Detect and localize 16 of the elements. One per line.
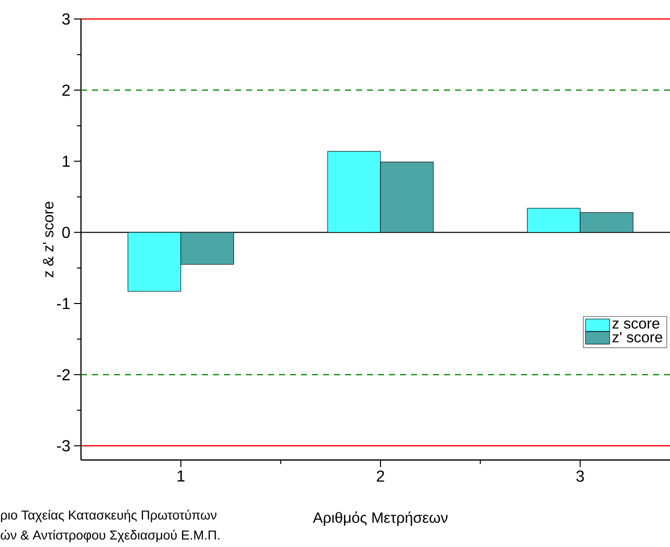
x-tick-label: 2 bbox=[376, 470, 384, 482]
y-tick-label: 3 bbox=[62, 13, 70, 25]
y-tick-label: 2 bbox=[62, 84, 70, 96]
y-tick-label: -2 bbox=[57, 369, 70, 380]
y-tick-label: 1 bbox=[62, 156, 70, 167]
y-axis-title: z & z' score bbox=[42, 202, 54, 278]
y-tick-label: 0 bbox=[62, 226, 70, 238]
x-axis-title: Αριθμός Μετρήσεων bbox=[312, 512, 448, 526]
x-tick-label: 3 bbox=[576, 470, 584, 482]
text: ών & Αντίστροφου Σχεδιασμού Ε.Μ.Π. bbox=[0, 530, 220, 542]
legend-label: z score bbox=[612, 320, 660, 329]
x-tick-label: 1 bbox=[178, 470, 184, 482]
y-tick-label: -3 bbox=[57, 440, 70, 452]
y-tick-label: -1 bbox=[57, 298, 70, 309]
legend-label: z' score bbox=[612, 332, 662, 342]
text: ριο Ταχείας Κατασκευής Πρωτοτύπων bbox=[1, 510, 216, 522]
